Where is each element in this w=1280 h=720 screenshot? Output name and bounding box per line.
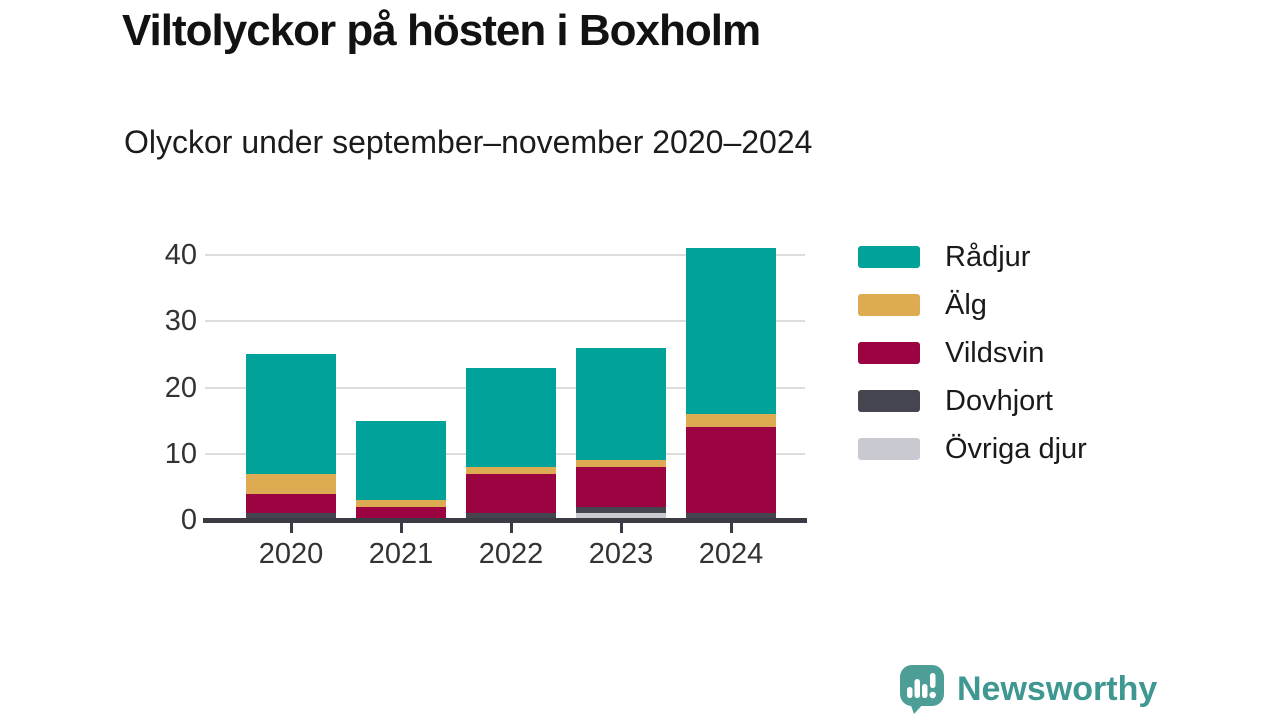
- y-axis-label-40: 40: [164, 239, 197, 271]
- chart-title: Viltolyckor på hösten i Boxholm: [122, 6, 761, 55]
- legend-label: Älg: [945, 288, 987, 321]
- legend-swatch-dovhjort: [858, 390, 920, 412]
- x-axis-tick-2020: [289, 523, 293, 533]
- bar-segment-2024-vildsvin: [686, 427, 776, 514]
- bar-segment-2024-dovhjort: [686, 513, 776, 520]
- legend-swatch-rådjur: [858, 246, 920, 268]
- bar-segment-2024-älg: [686, 414, 776, 428]
- gridline-y-30: [205, 320, 805, 323]
- legend-label: Övriga djur: [945, 432, 1087, 465]
- x-axis-tick-2023: [619, 523, 623, 533]
- chart-subtitle: Olyckor under september–november 2020–20…: [124, 124, 813, 160]
- y-axis-label-30: 30: [164, 305, 197, 338]
- x-axis-label-2023: 2023: [588, 538, 654, 570]
- bar-segment-2023-vildsvin: [576, 467, 666, 507]
- x-axis-label-2024: 2024: [698, 538, 764, 570]
- bar-segment-2023-dovhjort: [576, 506, 666, 514]
- legend-item-övriga-djur: Övriga djur: [858, 432, 1087, 466]
- bar-segment-2021-älg: [356, 500, 446, 507]
- bar-segment-2020-rådjur: [246, 354, 336, 474]
- bar-segment-2020-dovhjort: [246, 513, 336, 520]
- legend-label: Dovhjort: [945, 384, 1053, 417]
- bar-segment-2021-rådjur: [356, 420, 446, 501]
- x-axis-label-2021: 2021: [368, 538, 434, 570]
- x-axis-tick-2024: [729, 523, 733, 533]
- legend-item-älg: Älg: [858, 288, 1087, 322]
- legend-item-rådjur: Rådjur: [858, 240, 1087, 274]
- bar-segment-2022-vildsvin: [466, 473, 556, 514]
- legend-item-dovhjort: Dovhjort: [858, 384, 1087, 418]
- x-axis-tick-2021: [399, 523, 403, 533]
- bar-segment-2022-dovhjort: [466, 513, 556, 520]
- bar-segment-2021-vildsvin: [356, 506, 446, 520]
- legend-swatch-övriga-djur: [858, 438, 920, 460]
- bar-segment-2020-älg: [246, 473, 336, 494]
- bar-segment-2020-vildsvin: [246, 493, 336, 514]
- x-axis-line: [203, 518, 807, 523]
- legend-label: Vildsvin: [945, 336, 1045, 369]
- y-axis-label-0: 0: [180, 504, 197, 536]
- newsworthy-brand: Newsworthy: [897, 663, 1157, 715]
- newsworthy-logo-icon: [900, 665, 944, 714]
- bar-segment-2024-rådjur: [686, 248, 776, 414]
- bar-segment-2023-älg: [576, 460, 666, 467]
- bar-segment-2023-övriga-djur: [576, 513, 666, 520]
- legend-label: Rådjur: [945, 240, 1031, 273]
- bar-segment-2022-älg: [466, 467, 556, 474]
- bar-segment-2022-rådjur: [466, 367, 556, 467]
- x-axis-tick-2022: [509, 523, 513, 533]
- legend-item-vildsvin: Vildsvin: [858, 336, 1087, 370]
- chart-legend: Rådjur Älg Vildsvin Dovhjort Övriga djur: [858, 240, 1087, 466]
- y-axis-label-20: 20: [164, 371, 197, 404]
- x-axis-label-2022: 2022: [478, 538, 544, 570]
- bar-segment-2023-rådjur: [576, 347, 666, 461]
- legend-swatch-älg: [858, 294, 920, 316]
- legend-swatch-vildsvin: [858, 342, 920, 364]
- x-axis-label-2020: 2020: [258, 538, 324, 570]
- brand-name: Newsworthy: [957, 669, 1158, 708]
- y-axis-label-10: 10: [164, 437, 197, 470]
- gridline-y-40: [205, 254, 805, 256]
